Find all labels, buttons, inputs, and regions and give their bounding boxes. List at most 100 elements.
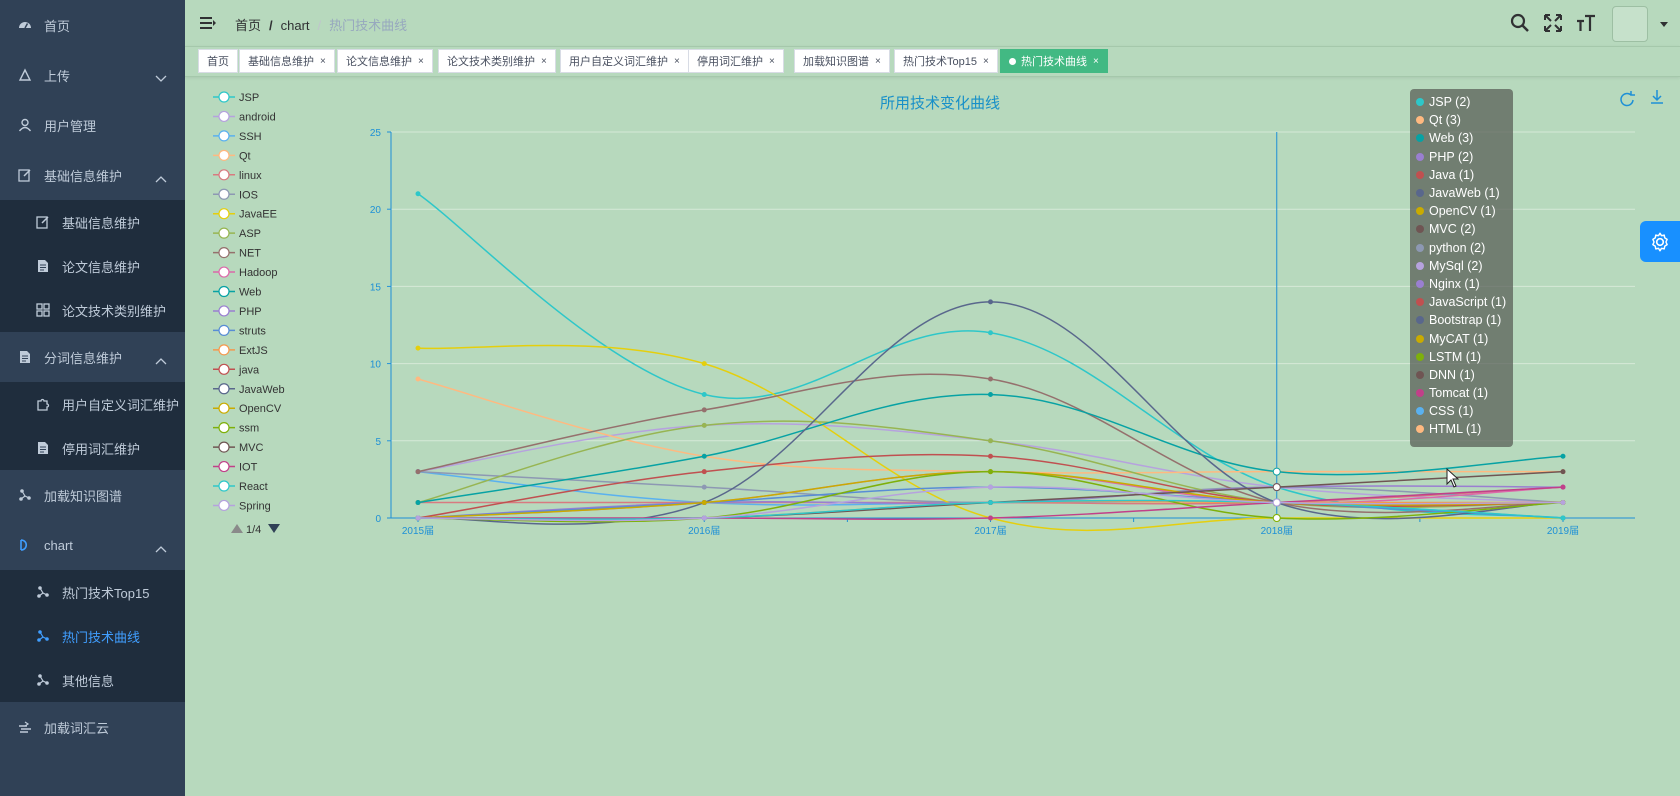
data-point-IOT[interactable]: [1560, 484, 1566, 490]
legend-item[interactable]: struts: [213, 324, 266, 337]
sidebar-item-3[interactable]: 基础信息维护: [0, 150, 185, 200]
data-point-JavaEE[interactable]: [701, 361, 707, 367]
legend-item[interactable]: JSP: [213, 91, 259, 104]
data-point-JSP[interactable]: [988, 330, 993, 336]
data-point-JavaWeb[interactable]: [988, 299, 993, 305]
data-point-Qt[interactable]: [415, 376, 421, 382]
tag-7[interactable]: 热门技术Top15 ×: [894, 49, 998, 73]
legend-item[interactable]: IOS: [213, 188, 258, 201]
avatar[interactable]: [1612, 6, 1648, 42]
data-point-ssm[interactable]: [988, 469, 993, 475]
legend-item[interactable]: JavaWeb: [213, 383, 285, 396]
submenu-item-6-2[interactable]: 其他信息: [0, 658, 185, 702]
tag-5[interactable]: 停用词汇维护 ×: [688, 49, 784, 73]
close-icon[interactable]: ×: [769, 55, 775, 67]
sidebar-item-0[interactable]: 首页: [0, 0, 185, 50]
legend-item[interactable]: ASP: [213, 227, 261, 240]
close-icon[interactable]: ×: [674, 55, 680, 67]
data-point-JavaEE[interactable]: [415, 345, 421, 351]
tag-4[interactable]: 用户自定义词汇维护 ×: [560, 49, 689, 73]
download-icon[interactable]: [1651, 90, 1663, 104]
data-point-ASP[interactable]: [988, 438, 993, 444]
series-line-ASP[interactable]: [417, 420, 1564, 509]
legend-item[interactable]: NET: [213, 247, 261, 260]
data-point-React[interactable]: [1560, 515, 1566, 521]
close-icon[interactable]: ×: [1093, 55, 1099, 67]
data-point-Web[interactable]: [988, 391, 993, 397]
hamburger-icon[interactable]: [199, 14, 217, 32]
page-up-icon[interactable]: [231, 524, 243, 533]
data-point-java[interactable]: [701, 469, 707, 475]
search-icon[interactable]: [1510, 13, 1530, 33]
submenu-item-6-1[interactable]: 热门技术曲线: [0, 614, 185, 658]
settings-button[interactable]: [1640, 221, 1680, 262]
data-point-NET[interactable]: [701, 407, 707, 413]
fullscreen-icon[interactable]: [1543, 13, 1563, 33]
data-point-Web[interactable]: [415, 500, 421, 506]
legend-item[interactable]: Hadoop: [213, 266, 278, 279]
data-point-Spring[interactable]: [1560, 500, 1566, 506]
data-point-Web[interactable]: [1560, 453, 1566, 459]
sidebar-item-1[interactable]: 上传: [0, 50, 185, 100]
legend-item[interactable]: ExtJS: [213, 344, 268, 357]
data-point-MVC[interactable]: [1272, 483, 1281, 492]
sidebar-item-4[interactable]: 分词信息维护: [0, 332, 185, 382]
legend-item[interactable]: java: [213, 363, 260, 376]
close-icon[interactable]: ×: [982, 55, 989, 67]
font-size-icon[interactable]: [1576, 13, 1596, 33]
submenu-item-6-0[interactable]: 热门技术Top15: [0, 570, 185, 614]
data-point-IOT[interactable]: [988, 515, 993, 521]
sidebar-item-5[interactable]: 加载知识图谱: [0, 470, 185, 520]
data-point-Web[interactable]: [701, 453, 707, 459]
close-icon[interactable]: ×: [875, 55, 881, 67]
data-point-NET[interactable]: [988, 376, 993, 382]
data-point-ssm[interactable]: [1272, 514, 1281, 522]
data-point-Spring[interactable]: [988, 484, 993, 490]
submenu-item-3-0[interactable]: 基础信息维护: [0, 200, 185, 244]
legend-item[interactable]: Spring: [213, 499, 271, 512]
chevron-down-icon[interactable]: [1660, 22, 1668, 27]
data-point-MVC[interactable]: [1560, 469, 1566, 475]
breadcrumb-item[interactable]: 首页: [235, 18, 262, 33]
data-point-JSP[interactable]: [415, 191, 421, 197]
data-point-ASP[interactable]: [701, 422, 707, 428]
data-point-NET[interactable]: [415, 469, 421, 475]
data-point-Spring[interactable]: [701, 515, 707, 521]
data-point-Spring[interactable]: [1272, 498, 1281, 507]
tag-3[interactable]: 论文技术类别维护 ×: [438, 49, 556, 73]
tag-2[interactable]: 论文信息维护 ×: [337, 49, 433, 73]
legend-item[interactable]: JavaEE: [213, 208, 277, 221]
legend-item[interactable]: OpenCV: [213, 402, 282, 415]
sidebar-item-6[interactable]: chart: [0, 520, 185, 570]
breadcrumb-item[interactable]: chart: [280, 18, 310, 33]
legend-item[interactable]: Web: [213, 285, 261, 299]
sidebar-item-7[interactable]: 加载词汇云: [0, 702, 185, 752]
tag-0[interactable]: 首页: [198, 49, 238, 73]
legend-item[interactable]: ssm: [213, 422, 259, 435]
close-icon[interactable]: ×: [418, 55, 424, 67]
data-point-Spring[interactable]: [415, 515, 421, 521]
submenu-item-3-2[interactable]: 论文技术类别维护: [0, 288, 185, 332]
legend-item[interactable]: PHP: [213, 305, 262, 318]
legend-item[interactable]: linux: [213, 169, 262, 182]
page-down-icon[interactable]: [268, 524, 280, 533]
legend-item[interactable]: SSH: [213, 130, 262, 143]
data-point-React[interactable]: [988, 500, 993, 506]
legend-item[interactable]: android: [213, 110, 276, 123]
submenu-item-4-1[interactable]: 停用词汇维护: [0, 426, 185, 470]
data-point-JSP[interactable]: [701, 391, 707, 397]
submenu-item-4-0[interactable]: 用户自定义词汇维护: [0, 382, 185, 426]
data-point-IOS[interactable]: [701, 484, 707, 490]
close-icon[interactable]: ×: [541, 55, 547, 67]
data-point-java[interactable]: [988, 453, 993, 459]
legend-item[interactable]: MVC: [213, 441, 264, 454]
tag-6[interactable]: 加载知识图谱 ×: [794, 49, 890, 73]
sidebar-item-2[interactable]: 用户管理: [0, 100, 185, 150]
data-point-Web[interactable]: [1272, 467, 1281, 476]
legend-item[interactable]: React: [213, 480, 268, 493]
refresh-icon[interactable]: [1620, 91, 1635, 107]
tag-8[interactable]: 热门技术曲线 ×: [1000, 49, 1108, 73]
legend-item[interactable]: IOT: [213, 460, 258, 474]
legend-item[interactable]: Qt: [213, 149, 251, 162]
tag-1[interactable]: 基础信息维护 ×: [239, 49, 335, 73]
